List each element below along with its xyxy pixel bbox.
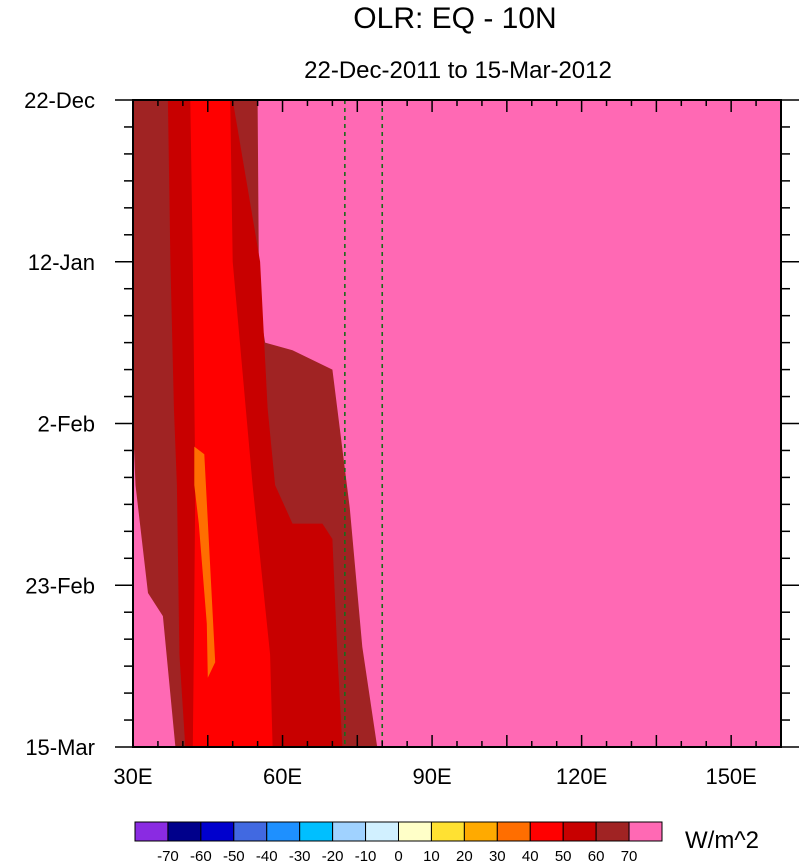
x-tick-label: 60E <box>263 764 302 789</box>
colorbar-swatch <box>628 821 663 842</box>
colorbar: -70 -60 -50 -40 -30 -20 -10 0 10 20 30 40 50 60 70 <box>134 821 663 863</box>
reference-lines <box>344 100 384 747</box>
colorbar-label: 0 <box>394 848 402 863</box>
colorbar-swatch <box>365 821 399 842</box>
colorbar-units: W/m^2 <box>685 827 759 854</box>
y-axis: 22-Dec 12-Jan 2-Feb 23-Feb 15-Mar <box>24 88 799 760</box>
colorbar-label: -60 <box>190 848 212 863</box>
colorbar-label: -10 <box>355 848 377 863</box>
colorbar-swatch <box>562 821 597 842</box>
colorbar-swatch <box>595 821 630 842</box>
colorbar-label: 10 <box>423 848 440 863</box>
colorbar-label: 60 <box>588 848 605 863</box>
colorbar-swatch <box>430 821 465 842</box>
x-tick-label: 30E <box>113 764 152 789</box>
colorbar-label: -50 <box>223 848 245 863</box>
chart-title: OLR: EQ - 10N <box>353 2 556 35</box>
contour-30-40 <box>194 446 216 678</box>
colorbar-swatch <box>463 821 498 842</box>
contour-layer <box>133 100 378 747</box>
x-tick-label: 90E <box>412 764 451 789</box>
colorbar-label: 40 <box>522 848 539 863</box>
x-axis: 30E 60E 90E 120E 150E <box>113 100 782 789</box>
colorbar-label: -40 <box>256 848 278 863</box>
colorbar-label: 20 <box>456 848 473 863</box>
colorbar-swatch <box>200 821 235 842</box>
colorbar-swatch <box>167 821 202 842</box>
y-tick-label: 22-Dec <box>24 88 95 113</box>
colorbar-swatch <box>266 821 301 842</box>
y-tick-label: 2-Feb <box>38 412 95 437</box>
colorbar-swatch <box>299 821 334 842</box>
colorbar-label: 30 <box>489 848 506 863</box>
y-tick-label: 12-Jan <box>28 250 95 275</box>
colorbar-swatch <box>496 821 531 842</box>
colorbar-label: 70 <box>621 848 638 863</box>
x-tick-label: 120E <box>556 764 607 789</box>
colorbar-label: -30 <box>289 848 311 863</box>
colorbar-label: -70 <box>157 848 179 863</box>
y-tick-label: 23-Feb <box>25 573 95 598</box>
colorbar-swatch <box>529 821 564 842</box>
chart-subtitle: 22-Dec-2011 to 15-Mar-2012 <box>304 57 612 84</box>
x-tick-label: 150E <box>705 764 756 789</box>
colorbar-swatch <box>398 821 432 842</box>
colorbar-swatch <box>233 821 268 842</box>
colorbar-label: -20 <box>322 848 344 863</box>
colorbar-label: 50 <box>555 848 572 863</box>
colorbar-swatch <box>134 821 169 842</box>
y-tick-label: 15-Mar <box>25 735 95 760</box>
colorbar-swatch <box>332 821 367 842</box>
